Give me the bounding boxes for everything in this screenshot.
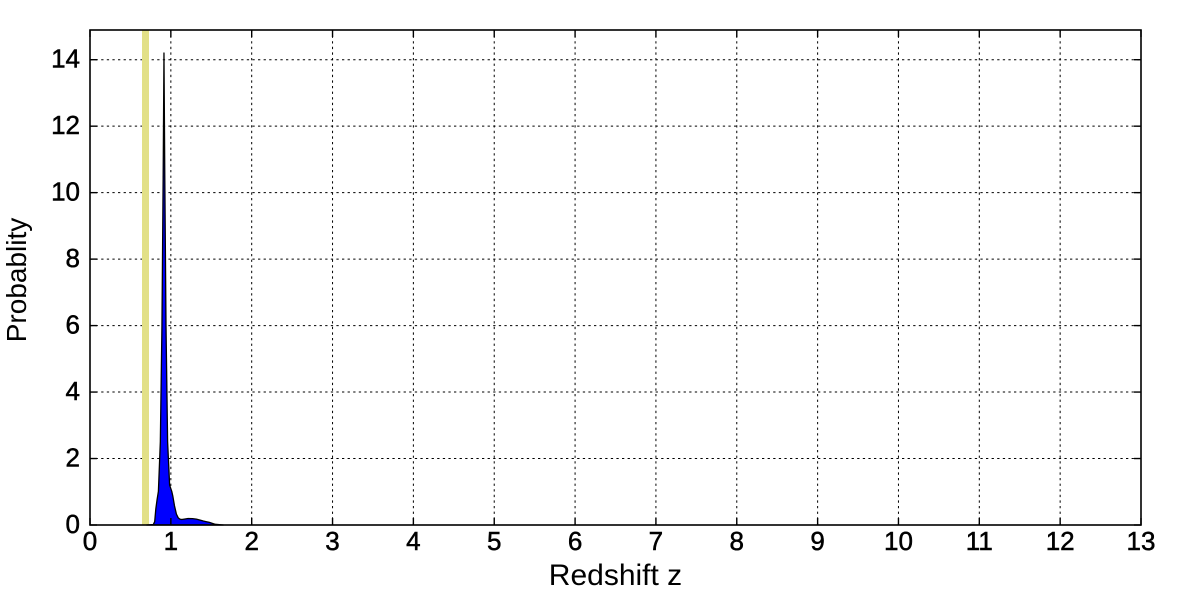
svg-text:4: 4 [406,526,420,556]
svg-text:0: 0 [66,509,80,539]
svg-text:12: 12 [1046,526,1075,556]
svg-text:2: 2 [244,526,258,556]
svg-text:14: 14 [51,44,80,74]
svg-text:6: 6 [568,526,582,556]
svg-text:10: 10 [884,526,913,556]
svg-text:11: 11 [966,526,993,556]
svg-text:Redshift z: Redshift z [549,559,682,592]
svg-text:13: 13 [1127,526,1156,556]
svg-text:0: 0 [83,526,97,556]
svg-text:10: 10 [51,177,80,207]
svg-text:7: 7 [649,526,663,556]
svg-text:12: 12 [51,110,80,140]
svg-text:9: 9 [810,526,824,556]
svg-text:8: 8 [730,526,744,556]
svg-text:2: 2 [66,443,80,473]
svg-text:6: 6 [66,310,80,340]
svg-text:5: 5 [487,526,501,556]
svg-text:8: 8 [66,243,80,273]
svg-text:3: 3 [325,526,339,556]
svg-text:Probablity: Probablity [1,218,32,343]
svg-text:4: 4 [66,376,80,406]
svg-text:1: 1 [164,526,178,556]
